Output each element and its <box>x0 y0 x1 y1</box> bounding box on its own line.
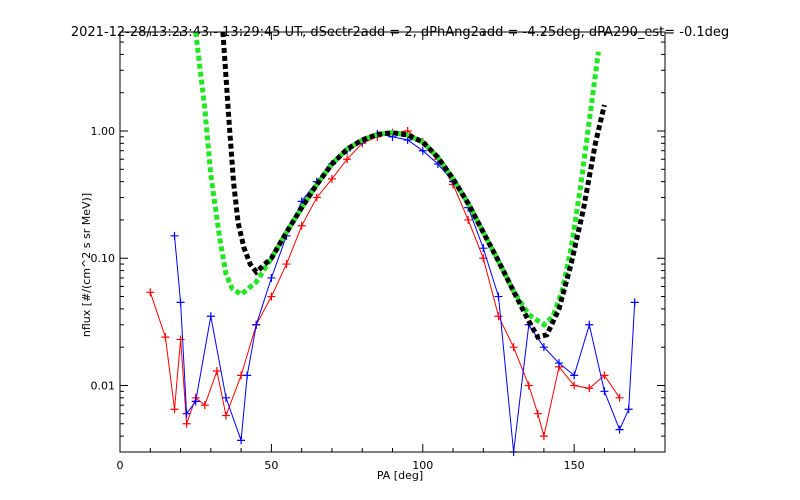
data-point-red <box>312 193 321 202</box>
data-point-red <box>533 409 542 418</box>
data-point-red <box>494 312 503 321</box>
data-point-blue <box>267 273 276 282</box>
x-tick-label: 50 <box>264 459 278 472</box>
data-point-blue <box>600 387 609 396</box>
data-point-blue <box>243 371 252 380</box>
data-point-red <box>146 288 155 297</box>
data-point-red <box>221 411 230 420</box>
data-point-red <box>212 366 221 375</box>
data-point-blue <box>191 397 200 406</box>
data-point-red <box>343 155 352 164</box>
y-tick-label: 0.01 <box>91 379 116 392</box>
data-point-blue <box>585 320 594 329</box>
data-point-blue <box>176 298 185 307</box>
data-point-blue <box>494 292 503 301</box>
data-point-blue <box>206 312 215 321</box>
plot-frame <box>119 31 666 453</box>
data-point-red <box>585 384 594 393</box>
data-point-red <box>615 393 624 402</box>
data-point-blue <box>182 409 191 418</box>
y-axis-label: nflux [#/(cm^2 s sr MeV)] <box>80 193 93 337</box>
y-tick-label: 1.00 <box>91 125 116 138</box>
data-point-red <box>161 333 170 342</box>
data-point-blue <box>624 405 633 414</box>
data-point-blue <box>252 320 261 329</box>
series-line-red <box>149 130 621 437</box>
data-point-red <box>464 215 473 224</box>
y-tick-label: 0.10 <box>91 252 116 265</box>
data-point-blue <box>630 298 639 307</box>
data-point-blue <box>615 425 624 434</box>
x-tick-label: 100 <box>412 459 433 472</box>
data-point-red <box>327 174 336 183</box>
data-point-red <box>539 432 548 441</box>
plot-area <box>146 31 639 456</box>
data-point-blue <box>479 244 488 253</box>
data-point-red <box>267 292 276 301</box>
x-tick-label: 150 <box>564 459 585 472</box>
data-point-blue <box>570 371 579 380</box>
axis-ticks: 0 50 100 150 0.01 0.10 1.00 <box>91 31 665 472</box>
data-point-blue <box>418 146 427 155</box>
data-point-red <box>509 343 518 352</box>
data-point-red <box>282 260 291 269</box>
data-point-red <box>297 221 306 230</box>
data-point-blue <box>221 393 230 402</box>
x-tick-label: 0 <box>117 459 124 472</box>
data-point-red <box>170 405 179 414</box>
data-point-red <box>600 371 609 380</box>
data-point-red <box>200 401 209 410</box>
fit-curve-black <box>220 31 607 340</box>
data-point-blue <box>237 436 246 445</box>
x-axis-label: PA [deg] <box>377 469 423 482</box>
data-point-blue <box>555 359 564 368</box>
data-point-blue <box>539 343 548 352</box>
fit-curve-green <box>193 31 601 328</box>
data-point-blue <box>170 231 179 240</box>
data-point-red <box>182 419 191 428</box>
data-point-red <box>570 381 579 390</box>
data-point-red <box>176 335 185 344</box>
data-point-red <box>524 381 533 390</box>
